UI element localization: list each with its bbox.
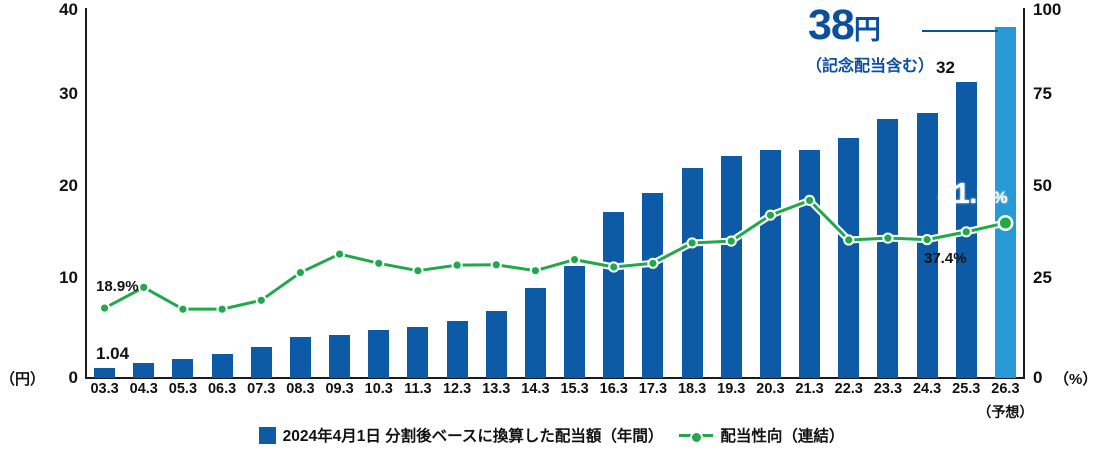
y-axis-left-tick-40: 40	[59, 0, 78, 19]
bar-12.3	[446, 320, 468, 378]
y-axis-left-unit: （円）	[0, 371, 46, 388]
bar-09.3	[329, 334, 351, 378]
bar-24.3	[916, 112, 938, 378]
y-axis-right-tick-100: 100	[1033, 0, 1062, 19]
y-axis-right-unit: （%）	[1054, 371, 1098, 388]
annotation-highlight-yen: 円	[853, 15, 881, 45]
x-axis-label-05.3: 05.3	[168, 381, 198, 397]
x-axis-label-15.3: 15.3	[560, 381, 589, 397]
y-axis-right-tick-50: 50	[1033, 176, 1052, 195]
legend-item-payout: 配当性向（連結）	[679, 424, 844, 446]
bar-23.3	[877, 119, 899, 378]
x-axis-label-10.3: 10.3	[364, 381, 393, 397]
square-swatch-icon	[258, 426, 276, 444]
x-axis-label-11.3: 11.3	[404, 381, 432, 397]
bar-25.3	[955, 82, 977, 378]
y-axis-left-tick-10: 10	[59, 268, 78, 287]
legend-label-dividend: 2024年4月1日 分割後ベースに換算した配当額（年間）	[282, 428, 664, 445]
bar-08.3	[289, 337, 311, 378]
annotation-payout-forecast: 41.9%	[938, 178, 1008, 211]
annotation-prev-bar: 32	[936, 58, 955, 77]
x-axis-label-16.3: 16.3	[599, 381, 628, 397]
bar-20.3	[759, 150, 781, 378]
x-axis-label-18.3: 18.3	[677, 381, 707, 397]
legend-item-dividend: 2024年4月1日 分割後ベースに換算した配当額（年間）	[258, 424, 664, 446]
annotation-first-payout: 18.9%	[96, 278, 139, 295]
x-axis-label-06.3: 06.3	[207, 381, 237, 397]
annotation-first-bar: 1.04	[96, 344, 130, 363]
x-axis-label-03.3: 03.3	[90, 381, 119, 397]
annotation-leader-line	[922, 30, 998, 32]
y-axis-left-line	[85, 8, 87, 379]
bar-18.3	[681, 168, 703, 378]
annotation-payout-prev: 37.4%	[924, 250, 967, 267]
x-axis-label-19.3: 19.3	[717, 381, 746, 397]
x-axis-label-23.3: 23.3	[873, 381, 903, 397]
y-axis-left-tick-30: 30	[59, 84, 78, 103]
x-axis-label-17.3: 17.3	[638, 381, 668, 397]
bar-22.3	[838, 137, 860, 378]
x-axis-label-09.3: 09.3	[325, 381, 354, 397]
annotation-highlight-dividend: 38円	[808, 1, 881, 49]
bar-11.3	[407, 327, 429, 378]
bar-04.3	[133, 363, 155, 378]
x-axis-labels: 03.3 04.3 05.3 06.3 07.3 08.3 09.3 10.3 11.3 12.3…	[85, 381, 1025, 403]
x-axis-label-13.3: 13.3	[482, 381, 511, 397]
y-axis-right-tick-25: 25	[1033, 268, 1052, 287]
x-axis-label-22.3: 22.3	[834, 381, 863, 397]
x-axis-label-07.3: 07.3	[247, 381, 276, 397]
bar-07.3	[250, 346, 272, 378]
legend-label-payout: 配当性向（連結）	[720, 428, 845, 445]
annotation-highlight-sub: （記念配当含む）	[806, 58, 935, 75]
y-axis-right-tick-75: 75	[1033, 84, 1052, 103]
x-axis-label-21.3: 21.3	[795, 381, 824, 397]
x-axis-line	[85, 377, 1025, 379]
annotation-payout-forecast-number: 41.9	[938, 178, 993, 210]
bar-14.3	[524, 288, 546, 378]
x-axis-label-24.3: 24.3	[912, 381, 942, 397]
bar-15.3	[564, 266, 586, 378]
bar-21.3	[799, 149, 821, 378]
x-axis-label-04.3: 04.3	[129, 381, 158, 397]
y-axis-right-tick-0: 0	[1033, 368, 1043, 387]
bar-16.3	[603, 211, 625, 378]
y-axis-left-tick-20: 20	[59, 176, 78, 195]
bar-13.3	[485, 311, 507, 378]
x-axis-label-12.3: 12.3	[442, 381, 472, 397]
x-axis-label-14.3: 14.3	[521, 381, 550, 397]
line-with-dot-icon	[679, 428, 714, 444]
bar-10.3	[368, 329, 390, 378]
annotation-payout-forecast-percent: %	[992, 188, 1008, 207]
bar-17.3	[642, 193, 664, 378]
y-axis-left-tick-0: 0	[68, 368, 78, 387]
chart-legend: 2024年4月1日 分割後ベースに換算した配当額（年間） 配当性向（連結）	[0, 424, 1103, 446]
x-axis-label-20.3: 20.3	[756, 381, 785, 397]
x-axis-label-08.3: 08.3	[286, 381, 315, 397]
bar-05.3	[172, 358, 194, 378]
bar-03.3	[94, 368, 116, 378]
y-axis-right-line	[1023, 8, 1025, 379]
bar-19.3	[720, 156, 742, 378]
forecast-note: （予想）	[977, 404, 1034, 420]
x-axis-label-26.3: 26.3	[991, 381, 1020, 397]
x-axis-label-25.3: 25.3	[952, 381, 981, 397]
annotation-highlight-number: 38	[808, 1, 855, 49]
bar-06.3	[211, 353, 233, 378]
